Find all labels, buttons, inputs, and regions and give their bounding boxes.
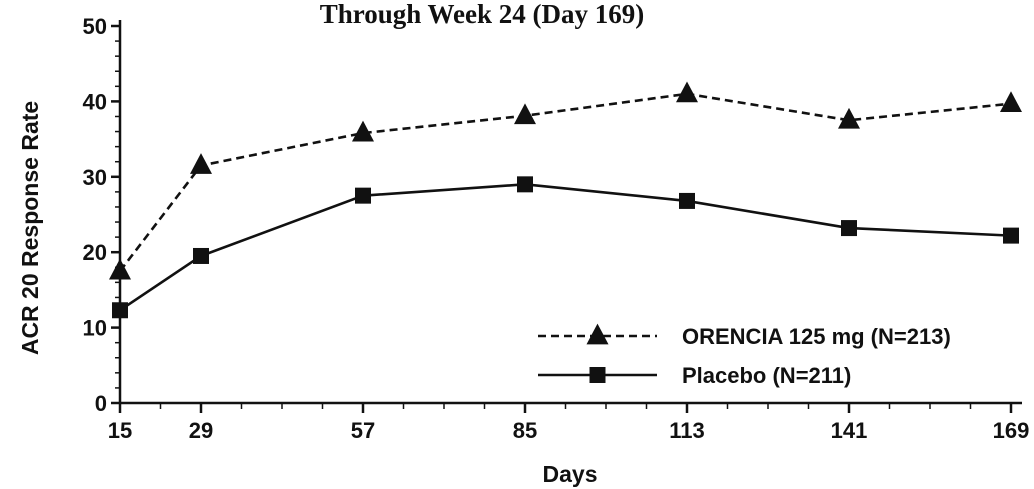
legend-item: Placebo (N=211) (538, 363, 851, 388)
triangle-point (1000, 91, 1022, 113)
y-tick-label: 30 (83, 165, 107, 190)
triangle-point (109, 258, 131, 280)
legend: ORENCIA 125 mg (N=213) Placebo (N=211) (538, 323, 951, 388)
square-point (112, 302, 128, 319)
tick-labels: 0 10 20 30 40 50 15 29 57 85 113 141 169 (83, 14, 1030, 443)
triangle-point (514, 103, 536, 125)
axes (111, 20, 1022, 413)
legend-label: ORENCIA 125 mg (N=213) (682, 324, 951, 349)
legend-triangle-marker (586, 323, 609, 345)
x-axis-title: Days (543, 461, 598, 487)
x-tick-label: 169 (993, 418, 1030, 443)
square-point (841, 220, 857, 237)
square-point (193, 247, 209, 264)
x-tick-label: 57 (351, 418, 375, 443)
x-tick-label: 113 (669, 418, 705, 443)
legend-label: Placebo (N=211) (682, 363, 851, 388)
chart-title: Through Week 24 (Day 169) (320, 0, 645, 29)
series-placebo (112, 176, 1019, 319)
legend-square-marker (589, 367, 606, 383)
y-tick-label: 20 (83, 240, 107, 265)
x-tick-label: 85 (513, 418, 537, 443)
square-point (679, 192, 695, 209)
triangle-point (676, 81, 698, 103)
square-point (1003, 227, 1019, 244)
y-tick-label: 0 (95, 391, 107, 416)
y-tick-label: 40 (83, 89, 107, 114)
legend-item: ORENCIA 125 mg (N=213) (538, 323, 951, 349)
series-orencia (109, 81, 1022, 280)
x-tick-label: 15 (108, 418, 132, 443)
square-point (355, 187, 371, 204)
square-point (517, 176, 533, 193)
y-axis-title: ACR 20 Response Rate (17, 101, 43, 355)
series-line (118, 92, 1012, 272)
y-tick-label: 10 (83, 316, 107, 341)
series-line (119, 183, 1012, 312)
x-tick-label: 141 (831, 418, 868, 443)
triangle-point (838, 107, 860, 129)
triangle-point (352, 120, 374, 142)
series-layer (109, 81, 1022, 319)
triangle-point (190, 153, 212, 174)
x-tick-label: 29 (189, 418, 213, 443)
y-tick-label: 50 (83, 14, 107, 39)
